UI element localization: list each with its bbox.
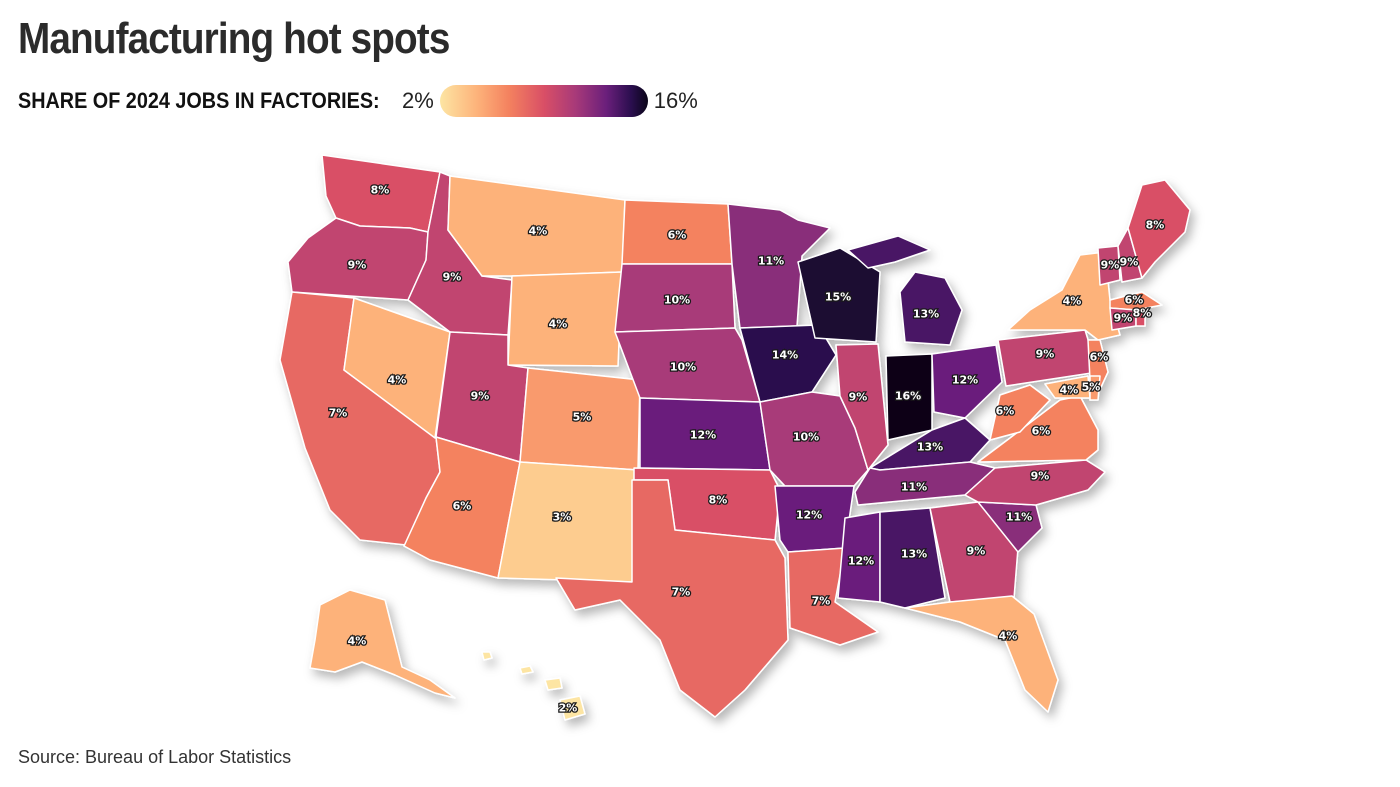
state-label-hi: 2%	[559, 702, 578, 715]
state-label-mn: 11%	[758, 255, 784, 268]
legend-min-label: 2%	[402, 88, 434, 113]
legend-max-label: 16%	[653, 88, 698, 113]
state-label-la: 7%	[812, 595, 831, 608]
state-de	[1089, 375, 1101, 401]
state-label-ms: 12%	[848, 555, 874, 568]
state-label-nj: 6%	[1090, 351, 1109, 364]
state-label-sd: 10%	[664, 294, 690, 307]
state-label-ky: 13%	[917, 441, 943, 454]
state-label-wi: 15%	[825, 291, 851, 304]
state-hi	[481, 651, 586, 721]
state-label-co: 5%	[573, 411, 592, 424]
state-label-in: 16%	[895, 390, 921, 403]
state-wv	[989, 384, 1051, 441]
state-label-mt: 4%	[529, 225, 548, 238]
state-mi	[847, 235, 963, 346]
state-ma	[1109, 291, 1163, 311]
state-label-ca: 7%	[329, 407, 348, 420]
state-fl	[904, 595, 1059, 713]
state-label-ks: 12%	[690, 429, 716, 442]
state-label-tx: 7%	[672, 586, 691, 599]
state-label-nv: 4%	[388, 374, 407, 387]
state-al	[879, 507, 946, 609]
state-label-mo: 10%	[793, 431, 819, 444]
state-label-ga: 9%	[967, 545, 986, 558]
state-label-ne: 10%	[670, 361, 696, 374]
state-label-md: 4%	[1060, 384, 1079, 397]
state-ak	[309, 589, 456, 699]
state-ia	[739, 324, 837, 403]
state-label-ut: 9%	[471, 390, 490, 403]
legend-label: SHARE OF 2024 JOBS IN FACTORIES:	[18, 88, 380, 113]
state-label-me: 8%	[1146, 219, 1165, 232]
state-label-nd: 6%	[668, 229, 687, 242]
state-label-al: 13%	[901, 548, 927, 561]
state-label-or: 9%	[348, 259, 367, 272]
state-label-ny: 4%	[1063, 295, 1082, 308]
state-label-ar: 12%	[796, 509, 822, 522]
state-wi	[797, 247, 881, 343]
state-label-id: 9%	[443, 271, 462, 284]
state-oh	[931, 344, 1003, 419]
color-legend: SHARE OF 2024 JOBS IN FACTORIES: 2% 16%	[18, 84, 698, 118]
state-label-mi: 13%	[913, 308, 939, 321]
state-label-ma: 6%	[1125, 294, 1144, 307]
state-label-oh: 12%	[952, 374, 978, 387]
state-label-tn: 11%	[901, 481, 927, 494]
state-tx	[555, 479, 789, 718]
state-mn	[727, 203, 831, 329]
state-label-va: 6%	[1032, 425, 1051, 438]
state-label-wy: 4%	[549, 318, 568, 331]
source-note: Source: Bureau of Labor Statistics	[18, 747, 292, 767]
state-label-fl: 4%	[999, 630, 1018, 643]
state-label-ok: 8%	[709, 494, 728, 507]
state-label-az: 6%	[453, 500, 472, 513]
state-label-il: 9%	[849, 391, 868, 404]
state-label-nh: 9%	[1120, 256, 1139, 269]
state-label-nm: 3%	[553, 511, 572, 524]
state-ga	[929, 501, 1019, 603]
state-label-ia: 14%	[772, 349, 798, 362]
state-label-ct: 9%	[1114, 312, 1133, 325]
state-label-ri: 8%	[1133, 307, 1152, 320]
state-label-ak: 4%	[348, 635, 367, 648]
state-label-sc: 11%	[1006, 511, 1032, 524]
state-label-wv: 6%	[996, 405, 1015, 418]
state-nc	[964, 459, 1106, 506]
state-wy	[507, 271, 623, 367]
state-ri	[1135, 309, 1146, 327]
state-me	[1127, 179, 1191, 279]
state-vt	[1097, 245, 1121, 286]
chart-title: Manufacturing hot spots	[18, 14, 450, 63]
state-label-pa: 9%	[1036, 348, 1055, 361]
state-label-nc: 9%	[1031, 470, 1050, 483]
state-label-wa: 8%	[371, 184, 390, 197]
state-nv	[343, 297, 451, 439]
legend-color-ramp	[439, 85, 648, 117]
state-tn	[854, 461, 996, 506]
state-label-vt: 9%	[1101, 259, 1120, 272]
state-label-de: 5%	[1082, 381, 1101, 394]
